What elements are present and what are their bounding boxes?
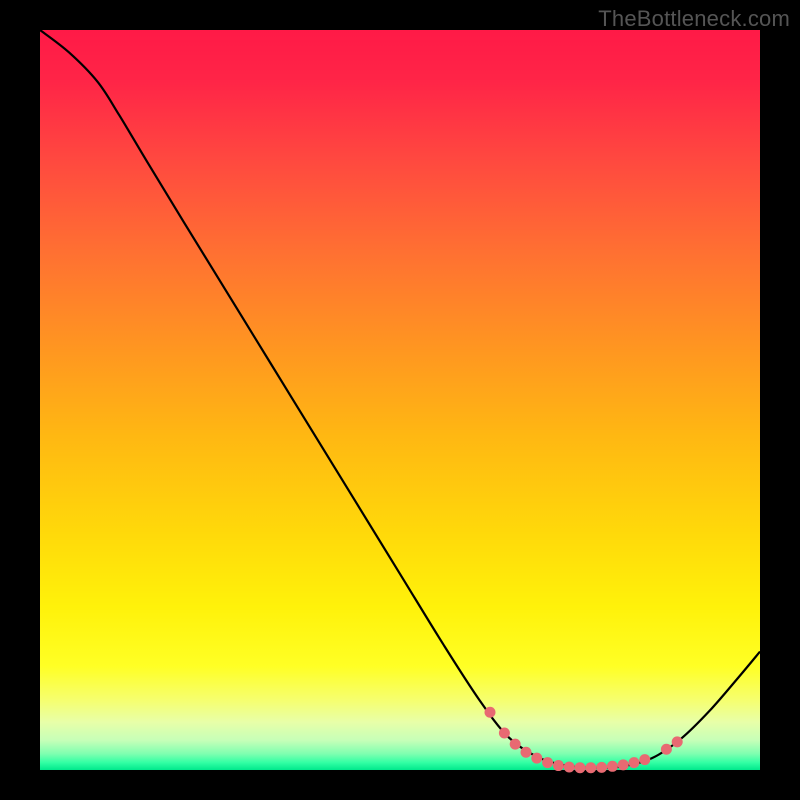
marker-dot (618, 759, 629, 770)
marker-dot (672, 736, 683, 747)
marker-dot (510, 739, 521, 750)
marker-dot (564, 762, 575, 773)
chart-container: { "watermark": "TheBottleneck.com", "cha… (0, 0, 800, 800)
marker-dot (585, 762, 596, 773)
plot-background (40, 30, 760, 770)
marker-dot (531, 753, 542, 764)
marker-dot (499, 728, 510, 739)
marker-dot (639, 754, 650, 765)
marker-dot (542, 757, 553, 768)
bottleneck-chart (0, 0, 800, 800)
marker-dot (553, 760, 564, 771)
watermark-text: TheBottleneck.com (598, 6, 790, 32)
marker-dot (629, 757, 640, 768)
marker-dot (485, 707, 496, 718)
marker-dot (575, 762, 586, 773)
marker-dot (661, 744, 672, 755)
marker-dot (607, 761, 618, 772)
marker-dot (521, 747, 532, 758)
marker-dot (596, 762, 607, 773)
